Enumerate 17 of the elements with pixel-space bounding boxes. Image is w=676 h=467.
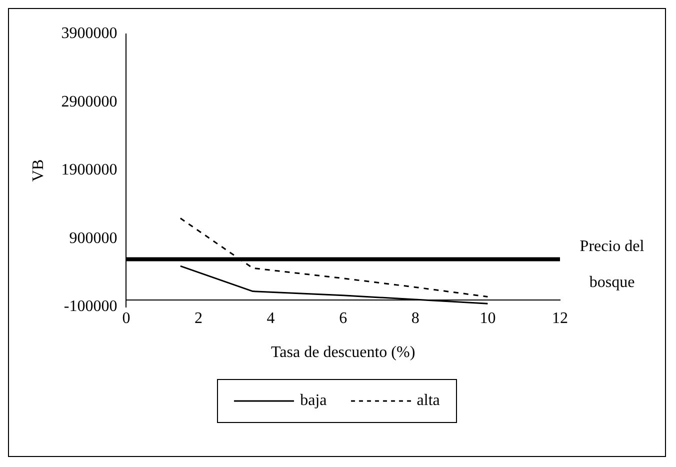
x-tick-label: 6 — [339, 310, 348, 327]
x-tick-label: 12 — [552, 310, 568, 327]
y-tick-label: -100000 — [64, 298, 118, 316]
y-tick-label: 2900000 — [61, 93, 118, 110]
x-tick-label: 8 — [411, 310, 420, 327]
x-tick-label: 2 — [194, 310, 202, 327]
legend-label: baja — [300, 392, 327, 410]
x-tick-label: 0 — [122, 310, 130, 327]
x-tick-label: 4 — [266, 310, 275, 327]
ref-line-label: Precio del bosque — [580, 238, 645, 292]
y-tick-label: 1900000 — [61, 162, 118, 179]
legend-label: alta — [416, 392, 440, 410]
y-tick-label: 3900000 — [61, 25, 118, 42]
x-axis-title: Tasa de descuento (%) — [271, 344, 416, 362]
y-axis-title: VB — [30, 159, 47, 182]
x-tick-label: 10 — [480, 310, 496, 327]
y-tick-label: 900000 — [69, 230, 118, 247]
